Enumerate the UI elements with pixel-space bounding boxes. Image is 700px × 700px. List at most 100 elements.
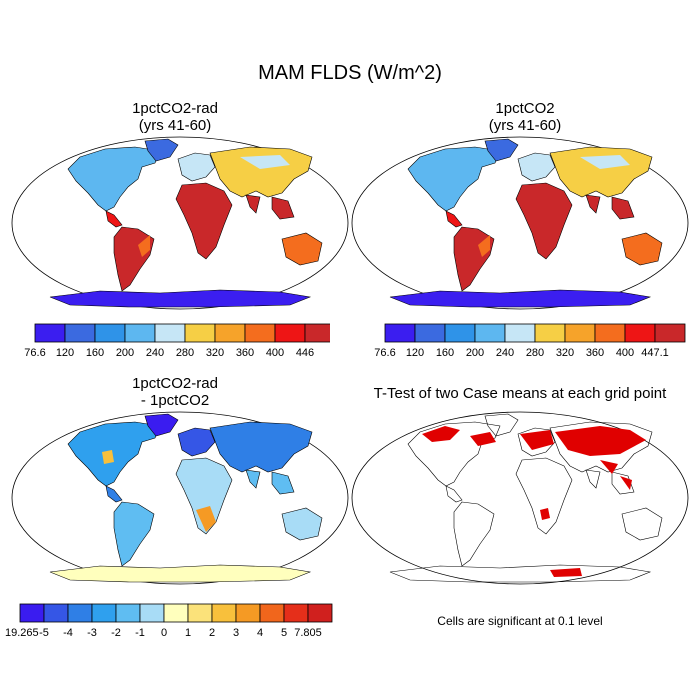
colorbar-swatch bbox=[43, 603, 69, 623]
panel-1-title-line1: 1pctCO2-rad bbox=[132, 100, 218, 117]
colorbar-label: 200 bbox=[116, 347, 134, 359]
continent-india bbox=[585, 469, 601, 489]
colorbar-swatch bbox=[91, 603, 117, 623]
panel-1-title-line2: (yrs 41-60) bbox=[138, 117, 212, 134]
continent-asia bbox=[549, 421, 653, 473]
colorbar-swatch bbox=[504, 323, 536, 343]
continent-australia bbox=[281, 507, 323, 541]
colorbar-label: -5 bbox=[39, 627, 49, 639]
significant-cells bbox=[555, 426, 646, 456]
colorbar-label: 360 bbox=[586, 347, 604, 359]
significant-cells bbox=[470, 432, 496, 446]
colorbar-swatch bbox=[414, 323, 446, 343]
colorbar-swatch bbox=[235, 603, 261, 623]
panel-4-title-line1: T-Test of two Case means at each grid po… bbox=[373, 385, 667, 402]
colorbar-label: -1 bbox=[135, 627, 145, 639]
continent-greenland bbox=[144, 413, 179, 437]
colorbar-swatch bbox=[211, 603, 237, 623]
colorbar-right: 76.6 120 160 200 240 280 320 360 400 447.1 bbox=[374, 323, 686, 359]
region-patch bbox=[580, 155, 630, 169]
colorbar-swatch bbox=[307, 603, 333, 623]
colorbar-label: 5 bbox=[281, 627, 287, 639]
continent-south-america bbox=[113, 501, 155, 567]
colorbar-label: 120 bbox=[406, 347, 424, 359]
colorbar-swatch bbox=[274, 323, 306, 343]
continent-greenland bbox=[484, 413, 519, 437]
colorbar-swatch bbox=[124, 323, 156, 343]
continent-antarctica bbox=[389, 564, 652, 583]
colorbar-label: 76.6 bbox=[374, 347, 395, 359]
continent-africa bbox=[515, 182, 573, 260]
colorbar-label: 2 bbox=[209, 627, 215, 639]
continent-africa bbox=[175, 182, 233, 260]
continent-australia bbox=[281, 232, 323, 266]
continents bbox=[389, 413, 663, 583]
continent-central-america bbox=[105, 485, 123, 503]
continents bbox=[49, 413, 323, 583]
map-difference bbox=[11, 411, 349, 585]
continent-asia bbox=[209, 421, 313, 473]
colorbar-swatch bbox=[154, 323, 186, 343]
significant-cells bbox=[620, 476, 632, 490]
colorbar-swatch bbox=[474, 323, 506, 343]
continent-antarctica bbox=[49, 564, 312, 583]
panel-2-title: 1pctCO2 (yrs 41-60) bbox=[395, 100, 655, 134]
colorbar-swatch bbox=[534, 323, 566, 343]
continent-central-america bbox=[105, 210, 123, 228]
colorbar-label: -3 bbox=[87, 627, 97, 639]
significant-cells bbox=[422, 426, 460, 442]
colorbar-swatch bbox=[64, 323, 96, 343]
colorbar-swatch bbox=[444, 323, 476, 343]
region-patch bbox=[240, 155, 290, 169]
colorbar-swatch bbox=[259, 603, 285, 623]
colorbar-swatch bbox=[19, 603, 45, 623]
colorbar-swatch bbox=[384, 323, 416, 343]
continent-south-america bbox=[453, 501, 495, 567]
continents bbox=[389, 138, 663, 308]
significant-cells bbox=[540, 508, 550, 520]
colorbar-swatch bbox=[304, 323, 330, 343]
colorbar-label: 280 bbox=[526, 347, 544, 359]
panel-2-title-line2: (yrs 41-60) bbox=[488, 117, 562, 134]
continent-europe bbox=[517, 152, 556, 182]
colorbar-label: 120 bbox=[56, 347, 74, 359]
colorbar-label: 240 bbox=[496, 347, 514, 359]
significant-cells bbox=[520, 430, 554, 450]
colorbar-swatch bbox=[115, 603, 141, 623]
continents bbox=[49, 138, 323, 308]
continent-asia bbox=[209, 146, 313, 198]
colorbar-swatch bbox=[187, 603, 213, 623]
colorbar-swatch bbox=[283, 603, 309, 623]
colorbar-label: 1 bbox=[185, 627, 191, 639]
panel-3-title-line2: - 1pctCO2 bbox=[140, 392, 210, 409]
colorbar-swatch bbox=[594, 323, 626, 343]
map-1pctco2-rad bbox=[11, 136, 349, 310]
colorbar-label: 446 bbox=[296, 347, 314, 359]
significant-cells bbox=[550, 568, 582, 577]
continent-asia bbox=[549, 146, 653, 198]
colorbar-label: 400 bbox=[616, 347, 634, 359]
colorbar-label: 447.1 bbox=[641, 347, 669, 359]
colorbar-label: 4 bbox=[257, 627, 263, 639]
panel-4-title: T-Test of two Case means at each grid po… bbox=[340, 385, 700, 402]
colorbar-label: -2 bbox=[111, 627, 121, 639]
continent-india bbox=[245, 194, 261, 214]
colorbar-swatch bbox=[654, 323, 686, 343]
colorbar-swatch bbox=[163, 603, 189, 623]
panel-3-title: 1pctCO2-rad - 1pctCO2 bbox=[45, 375, 305, 409]
colorbar-swatch bbox=[564, 323, 596, 343]
colorbar-label: 240 bbox=[146, 347, 164, 359]
colorbar-label: 200 bbox=[466, 347, 484, 359]
continent-europe bbox=[517, 427, 556, 457]
panel-1-title: 1pctCO2-rad (yrs 41-60) bbox=[45, 100, 305, 134]
colorbar-label: 7.805 bbox=[294, 627, 322, 639]
colorbar-swatch bbox=[67, 603, 93, 623]
continent-se-asia bbox=[271, 471, 295, 495]
continent-africa bbox=[175, 457, 233, 535]
continent-africa bbox=[515, 457, 573, 535]
significance-note: Cells are significant at 0.1 level bbox=[437, 614, 603, 628]
colorbar-swatch bbox=[624, 323, 656, 343]
colorbar-label: -4 bbox=[63, 627, 73, 639]
continent-central-america bbox=[445, 210, 463, 228]
continent-antarctica bbox=[389, 289, 652, 308]
